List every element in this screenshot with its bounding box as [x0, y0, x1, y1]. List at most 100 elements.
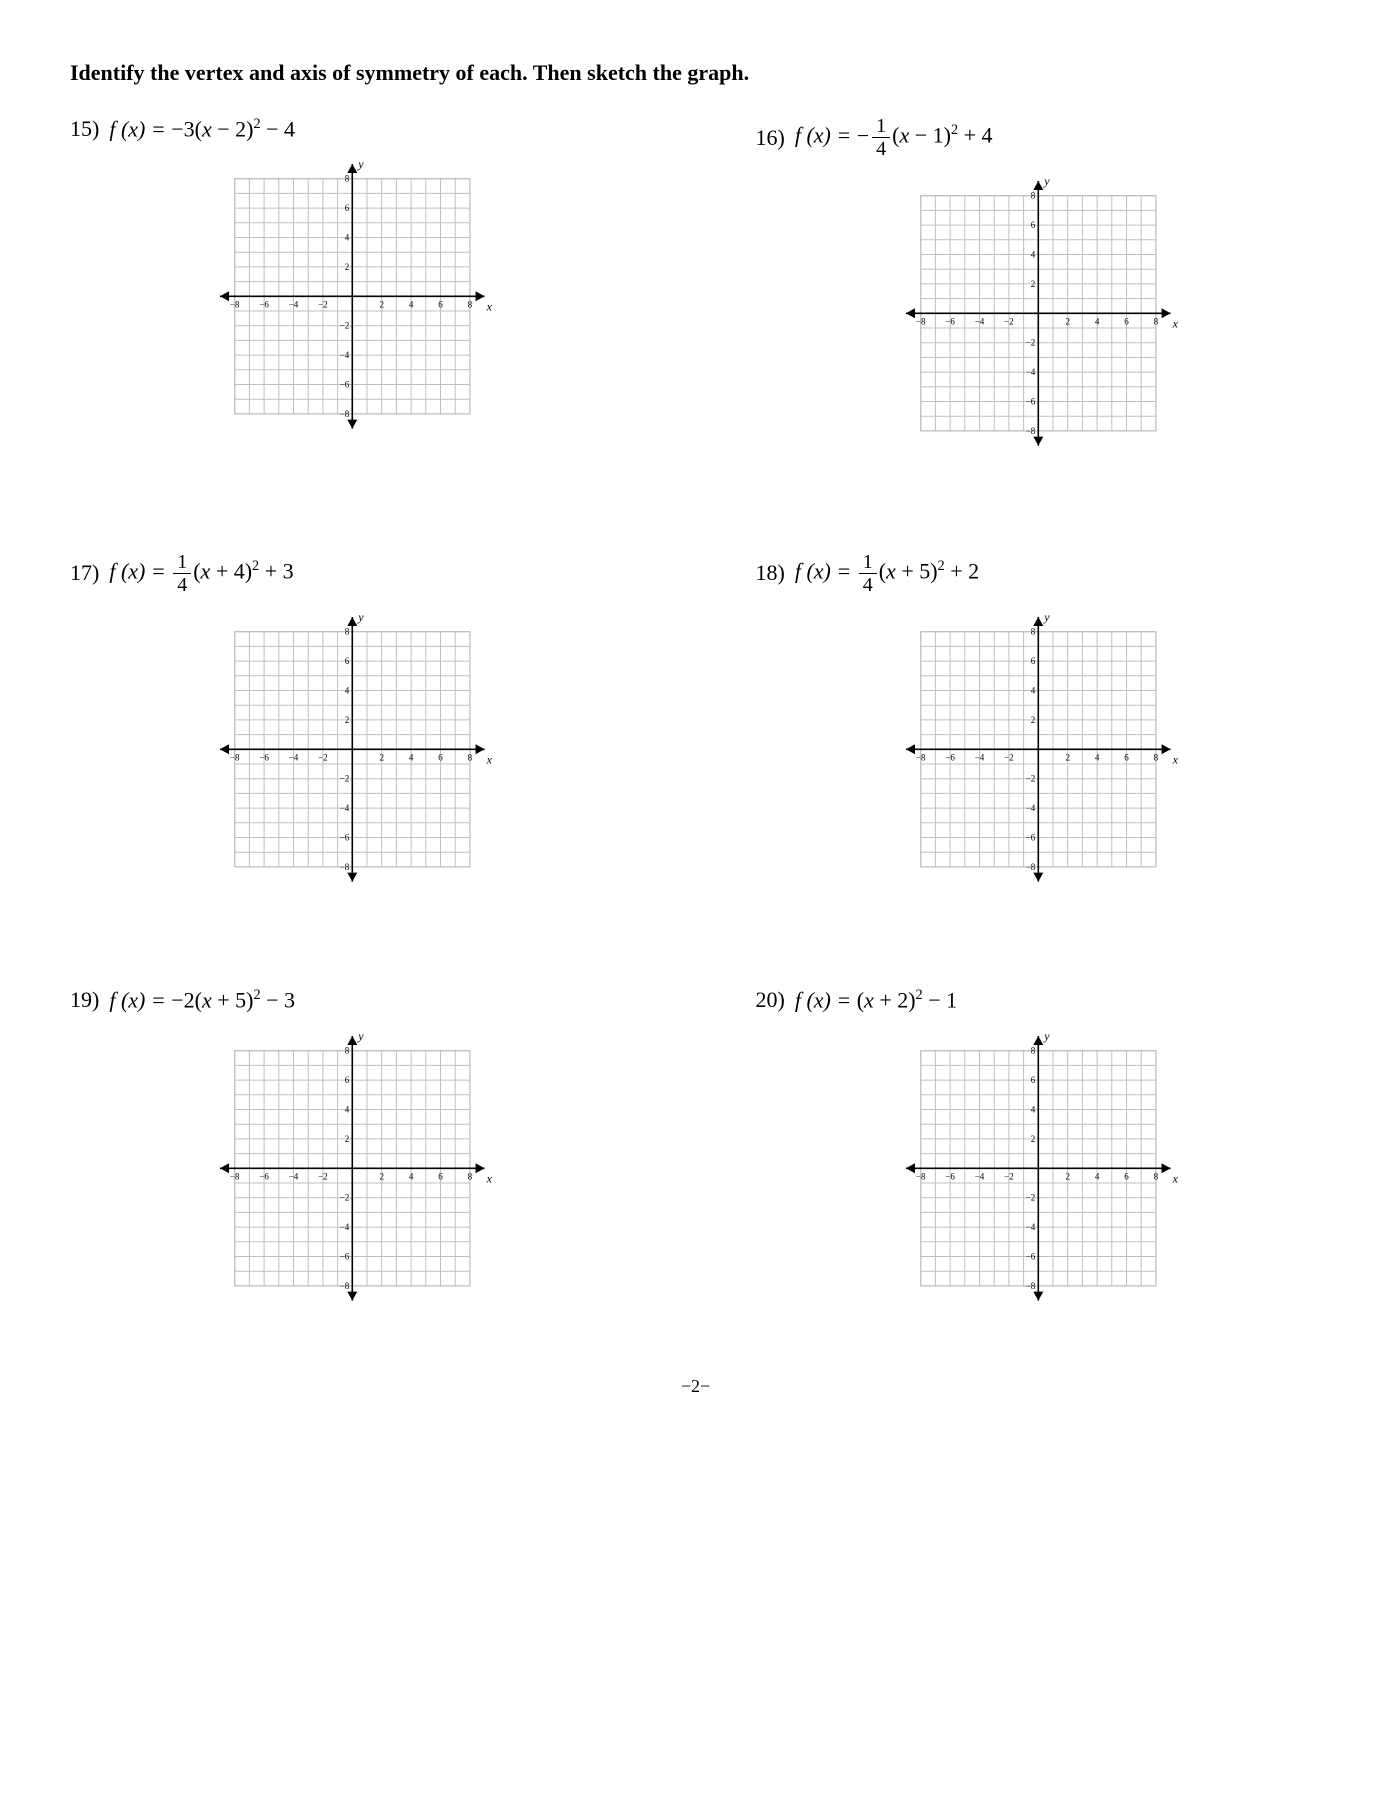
- svg-text:6: 6: [1124, 316, 1129, 326]
- svg-text:6: 6: [1031, 220, 1036, 230]
- svg-text:y: y: [358, 157, 365, 171]
- svg-text:4: 4: [409, 1171, 414, 1181]
- graph-container: −8−8−6−6−4−4−2−222446688xy: [70, 1020, 636, 1317]
- svg-text:y: y: [358, 610, 365, 624]
- svg-text:8: 8: [1031, 626, 1036, 636]
- svg-text:4: 4: [1031, 250, 1036, 260]
- equation-line: 19) f (x) = −2(x + 5)2 − 3: [70, 987, 636, 1013]
- svg-text:6: 6: [345, 203, 350, 213]
- equation-expression: f (x) = −2(x + 5)2 − 3: [109, 987, 295, 1013]
- svg-text:6: 6: [439, 1171, 444, 1181]
- problem-number: 20): [756, 987, 785, 1013]
- svg-text:−8: −8: [340, 861, 350, 871]
- svg-text:x: x: [1172, 1171, 1179, 1185]
- svg-text:−8: −8: [1026, 861, 1036, 871]
- svg-text:−2: −2: [340, 321, 350, 331]
- problem-number: 17): [70, 560, 99, 586]
- svg-text:8: 8: [1154, 1171, 1159, 1181]
- equation-tail: + 2: [945, 558, 979, 583]
- coordinate-grid: −8−8−6−6−4−4−2−222446688xy: [890, 1020, 1187, 1317]
- svg-text:−6: −6: [260, 300, 270, 310]
- svg-text:6: 6: [345, 1075, 350, 1085]
- page-footer: −2−: [70, 1376, 1321, 1397]
- fraction-denominator: 4: [872, 137, 890, 159]
- svg-text:−2: −2: [1004, 752, 1014, 762]
- svg-text:4: 4: [1095, 1171, 1100, 1181]
- svg-text:−2: −2: [1026, 338, 1036, 348]
- svg-text:2: 2: [1065, 316, 1070, 326]
- svg-text:8: 8: [1154, 316, 1159, 326]
- svg-text:−4: −4: [340, 350, 350, 360]
- svg-text:x: x: [1172, 316, 1179, 330]
- svg-text:−4: −4: [1026, 803, 1036, 813]
- svg-text:−8: −8: [230, 1171, 240, 1181]
- svg-text:4: 4: [345, 685, 350, 695]
- svg-text:−4: −4: [975, 316, 985, 326]
- svg-text:4: 4: [345, 1104, 350, 1114]
- svg-text:4: 4: [1095, 752, 1100, 762]
- svg-text:8: 8: [345, 1045, 350, 1055]
- svg-text:−2: −2: [340, 773, 350, 783]
- svg-text:−4: −4: [975, 1171, 985, 1181]
- svg-text:−4: −4: [289, 300, 299, 310]
- svg-text:−6: −6: [340, 380, 350, 390]
- svg-text:−8: −8: [340, 409, 350, 419]
- svg-text:−2: −2: [319, 1171, 329, 1181]
- page-instructions: Identify the vertex and axis of symmetry…: [70, 60, 1321, 86]
- svg-text:−6: −6: [1026, 397, 1036, 407]
- graph-container: −8−8−6−6−4−4−2−222446688xy: [756, 165, 1322, 462]
- equation-expression: f (x) = 14(x + 4)2 + 3: [109, 552, 293, 595]
- svg-text:8: 8: [1031, 1045, 1036, 1055]
- fraction-denominator: 4: [173, 573, 191, 595]
- graph-container: −8−8−6−6−4−4−2−222446688xy: [70, 148, 636, 445]
- svg-text:−2: −2: [1026, 1192, 1036, 1202]
- svg-text:−2: −2: [1004, 316, 1014, 326]
- svg-text:6: 6: [1031, 1075, 1036, 1085]
- svg-text:x: x: [486, 300, 493, 314]
- fx-label: f (x) =: [109, 558, 171, 583]
- svg-text:−6: −6: [945, 1171, 955, 1181]
- coef-fraction: 14: [859, 552, 877, 595]
- svg-text:−8: −8: [230, 300, 240, 310]
- equation-tail: − 1: [923, 988, 957, 1013]
- svg-text:−4: −4: [340, 1222, 350, 1232]
- svg-text:4: 4: [345, 233, 350, 243]
- svg-text:−6: −6: [1026, 1251, 1036, 1261]
- exponent: 2: [938, 558, 945, 574]
- fraction-denominator: 4: [859, 573, 877, 595]
- svg-text:4: 4: [1031, 685, 1036, 695]
- exponent: 2: [253, 987, 260, 1003]
- problem-number: 15): [70, 116, 99, 142]
- svg-text:6: 6: [345, 656, 350, 666]
- svg-text:6: 6: [1124, 752, 1129, 762]
- coef: −2: [171, 988, 194, 1013]
- problem-p19: 19)f (x) = −2(x + 5)2 − 3−8−8−6−6−4−4−2−…: [70, 987, 636, 1316]
- coef-fraction: 14: [173, 552, 191, 595]
- coef-fraction: 14: [872, 116, 890, 159]
- graph-container: −8−8−6−6−4−4−2−222446688xy: [70, 601, 636, 898]
- svg-text:2: 2: [1031, 1133, 1036, 1143]
- svg-text:−6: −6: [1026, 832, 1036, 842]
- svg-text:−8: −8: [1026, 426, 1036, 436]
- problem-p18: 18)f (x) = 14(x + 5)2 + 2−8−8−6−6−4−4−2−…: [756, 552, 1322, 898]
- svg-text:2: 2: [380, 1171, 385, 1181]
- svg-text:6: 6: [1031, 656, 1036, 666]
- svg-text:−2: −2: [319, 752, 329, 762]
- svg-text:8: 8: [1154, 752, 1159, 762]
- svg-text:−4: −4: [1026, 1222, 1036, 1232]
- svg-text:−6: −6: [340, 832, 350, 842]
- fraction-numerator: 1: [173, 552, 191, 573]
- svg-text:x: x: [486, 1171, 493, 1185]
- equation-line: 15) f (x) = −3(x − 2)2 − 4: [70, 116, 636, 142]
- equation-line: 18)f (x) = 14(x + 5)2 + 2: [756, 552, 1322, 595]
- svg-text:2: 2: [380, 300, 385, 310]
- equation-tail: + 3: [259, 558, 293, 583]
- coef-prefix: −: [857, 123, 869, 148]
- problem-number: 19): [70, 987, 99, 1013]
- paren-expression: (x + 5): [879, 558, 938, 583]
- equation-expression: f (x) = −3(x − 2)2 − 4: [109, 116, 295, 142]
- svg-text:4: 4: [1031, 1104, 1036, 1114]
- paren-expression: (x + 5): [195, 988, 254, 1013]
- svg-text:−6: −6: [260, 752, 270, 762]
- svg-text:y: y: [1043, 610, 1050, 624]
